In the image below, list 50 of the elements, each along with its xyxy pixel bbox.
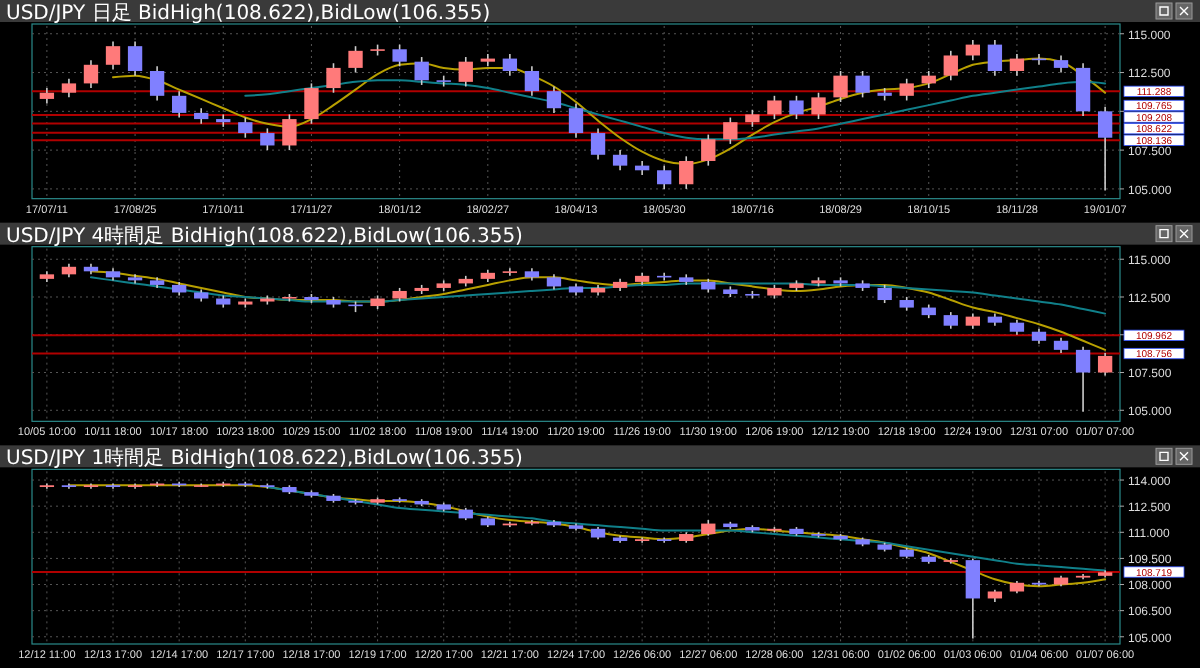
candlestick	[216, 113, 231, 128]
candlestick	[502, 53, 518, 77]
candlestick	[811, 91, 826, 120]
candlestick	[568, 102, 584, 139]
candlestick	[480, 53, 495, 68]
candlestick	[524, 65, 540, 97]
candlestick	[701, 133, 716, 167]
candlestick	[436, 74, 451, 88]
line-series	[89, 270, 1107, 351]
candlestick	[855, 70, 870, 99]
candlestick	[943, 557, 958, 565]
chart-title: USD/JPY 1時間足 BidHigh(108.622),BidLow(106.355)	[6, 446, 524, 471]
candlestick	[172, 90, 187, 119]
candlestick	[1097, 352, 1113, 377]
candlestick	[1075, 62, 1091, 117]
candlestick	[348, 45, 363, 74]
candlestick	[767, 95, 782, 120]
candlestick	[392, 43, 407, 68]
candlestick	[679, 155, 694, 190]
candlestick	[546, 85, 562, 114]
candlestick	[83, 59, 99, 89]
candlestick	[414, 56, 429, 86]
candlestick	[987, 39, 1003, 77]
candlestick	[833, 70, 848, 103]
chart-title: USD/JPY 日足 BidHigh(108.622),BidLow(106.355)	[6, 3, 491, 25]
candlestick	[326, 62, 341, 94]
candlestick	[260, 127, 275, 151]
candlestick	[789, 95, 804, 120]
candlestick	[458, 56, 473, 88]
candlestick	[965, 39, 980, 61]
chart-title: USD/JPY 4時間足 BidHigh(108.622),BidLow(106.355)	[6, 223, 524, 248]
candlestick	[502, 267, 518, 277]
candlestick	[105, 40, 121, 71]
line-series	[266, 486, 1107, 572]
candlestick	[899, 77, 914, 102]
candlestick	[282, 113, 297, 151]
candlestick	[1075, 346, 1091, 413]
candlestick	[723, 116, 738, 145]
candlestick	[657, 164, 672, 190]
candlestick	[238, 116, 253, 139]
candlestick	[877, 284, 892, 304]
candlestick	[590, 127, 606, 161]
candlestick	[304, 82, 319, 125]
candlestick	[612, 149, 628, 172]
candlestick	[61, 77, 77, 99]
candlestick	[1009, 53, 1025, 77]
candlestick	[127, 40, 143, 77]
line-series	[89, 276, 1107, 315]
candlestick	[943, 50, 958, 82]
candlestick	[149, 65, 165, 102]
